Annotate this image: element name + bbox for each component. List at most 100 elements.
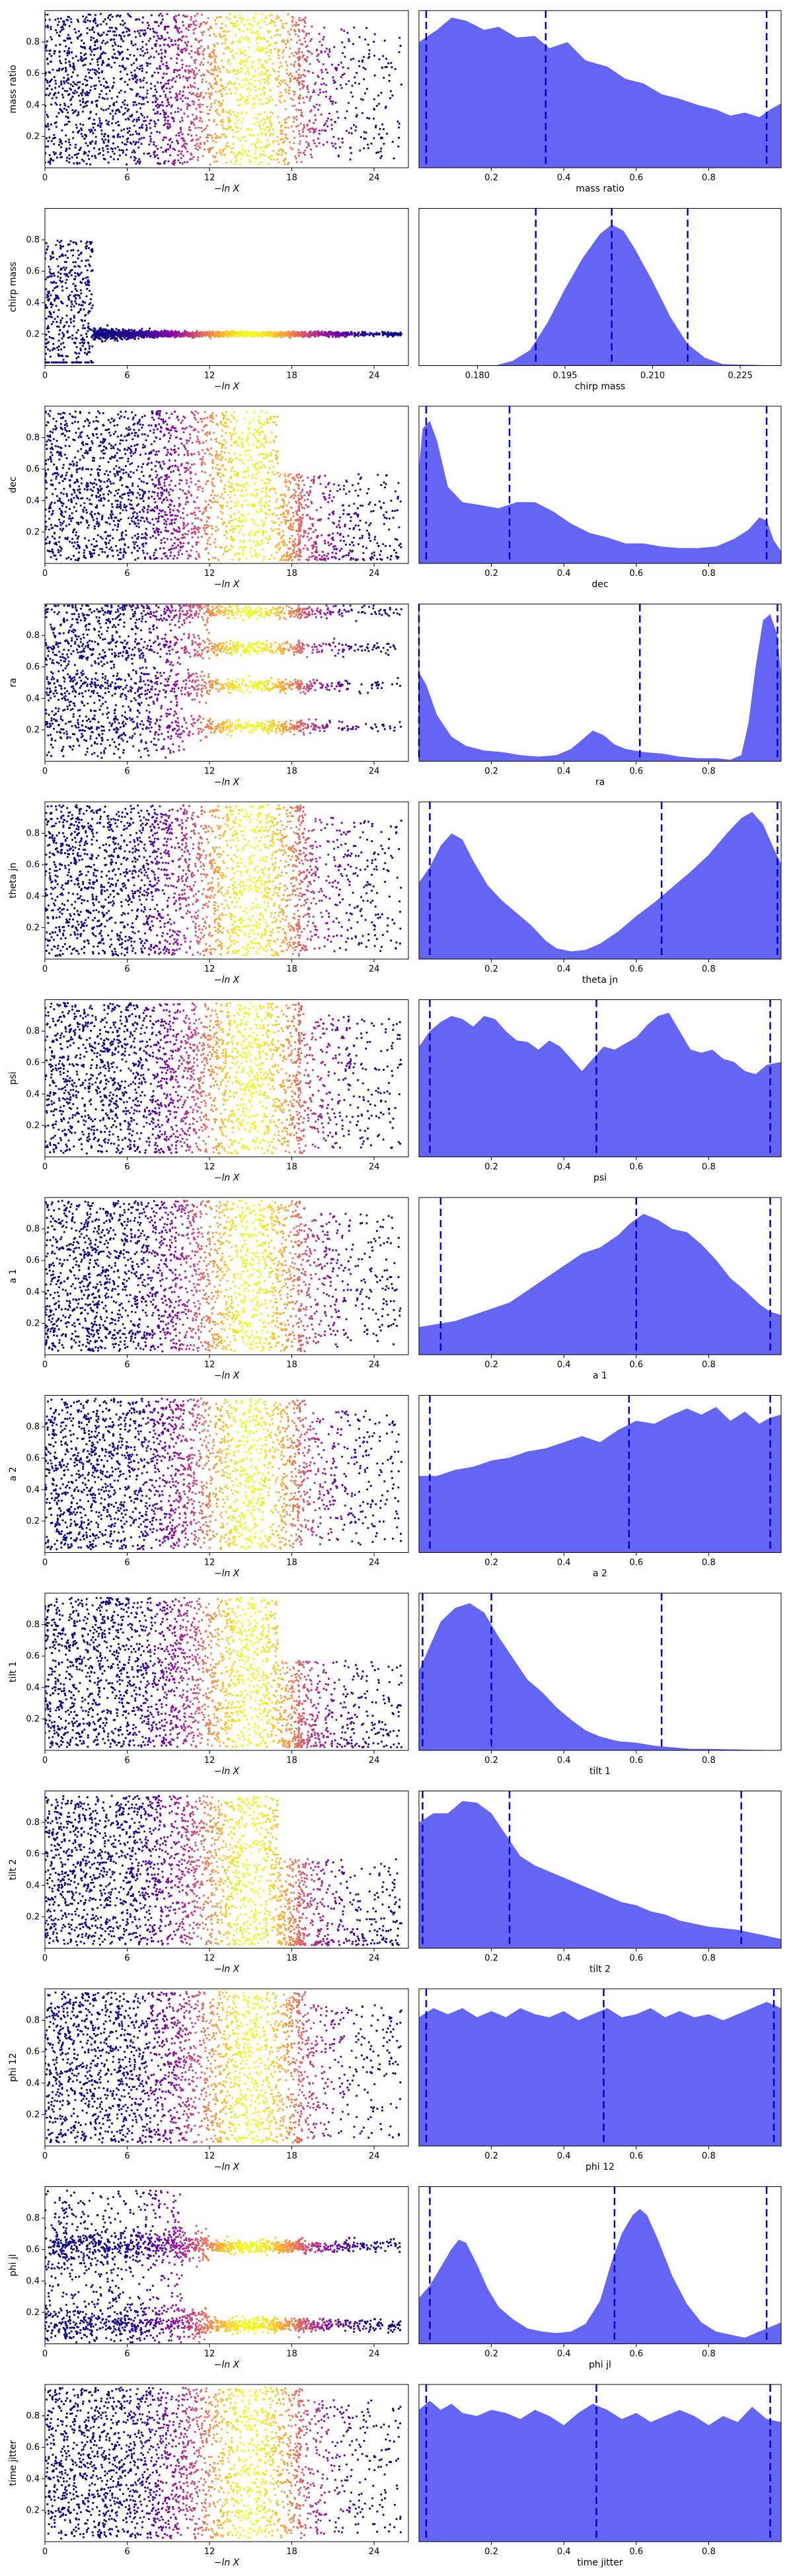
scatter-point [138,32,141,35]
scatter-point [94,19,96,22]
scatter-point [68,154,71,157]
scatter-point [196,95,199,98]
scatter-point [291,75,293,77]
scatter-point [165,65,167,67]
scatter-point [185,77,188,80]
scatter-point [249,78,252,81]
scatter-point [330,100,332,102]
scatter-point [253,75,256,77]
scatter-point [272,128,274,131]
scatter-point [250,83,252,85]
scatter-point [264,81,266,84]
scatter-point [89,62,92,65]
scatter-point [102,31,105,34]
scatter-point [227,120,230,122]
scatter-point [193,118,196,121]
scatter-point [365,26,368,30]
scatter-point [260,153,262,155]
scatter-point [315,103,318,106]
scatter-point [76,18,79,21]
scatter-point [81,89,85,91]
scatter-point [311,52,313,55]
scatter-point [119,23,122,26]
scatter-point [256,117,258,120]
scatter-point [101,138,104,141]
scatter-point [254,102,256,105]
scatter-point [324,122,326,125]
scatter-point [317,137,320,140]
scatter-point [50,123,52,126]
scatter-point [170,44,174,46]
scatter-point [244,60,246,63]
scatter-point [102,154,104,157]
scatter-point [190,86,192,89]
scatter-point [120,106,123,108]
scatter-point [114,26,117,29]
scatter-point [153,56,155,59]
scatter-point [180,150,183,153]
scatter-point [208,133,211,137]
scatter-point [131,74,133,77]
scatter-point [90,128,93,131]
scatter-point [109,335,112,338]
scatter-point [358,83,360,85]
scatter-point [184,15,186,18]
scatter-point [107,141,110,143]
scatter-point [57,355,60,357]
scatter-point [336,110,338,113]
scatter-point [211,51,213,54]
scatter-point [367,57,370,59]
scatter-point [85,242,88,244]
scatter-point [184,142,186,145]
scatter-point [244,99,246,102]
scatter-point [47,295,50,298]
scatter-point [223,88,225,90]
scatter-point [104,18,106,20]
scatter-point [328,98,331,100]
scatter-point [94,157,97,159]
scatter-point [308,145,311,147]
scatter-point [75,55,77,57]
scatter-point [230,21,233,24]
scatter-point [128,127,131,129]
scatter-point [93,20,95,23]
scatter-point [84,18,87,20]
scatter-point [126,110,129,112]
scatter-point [276,139,278,143]
scatter-point [162,104,165,107]
scatter-point [130,156,132,159]
scatter-point [315,119,317,122]
scatter-point [99,55,102,57]
scatter-point [75,143,77,146]
scatter-point [303,126,305,129]
scatter-point [258,79,260,83]
scatter-point [246,153,248,156]
scatter-point [201,78,204,81]
scatter-point [358,65,361,67]
scatter-point [175,61,178,65]
scatter-point [264,59,267,62]
scatter-point [143,52,146,55]
scatter-point [182,48,184,51]
scatter-point [65,287,68,289]
scatter-point [235,131,237,133]
scatter-point [50,306,53,308]
scatter-point [88,150,91,153]
scatter-point [225,161,228,164]
scatter-point [154,45,157,48]
scatter-point [279,91,282,94]
scatter-point [283,100,286,102]
scatter-point [125,153,128,157]
scatter-point [299,88,301,90]
scatter-point [221,133,223,136]
scatter-point [128,331,131,334]
scatter-point [254,89,257,92]
scatter-point [75,242,78,246]
scatter-point [218,16,221,18]
scatter-point [373,74,376,77]
scatter-point [310,95,313,98]
scatter-point [330,63,334,66]
scatter-point [210,102,213,105]
scatter-point [145,71,148,74]
scatter-point [95,105,98,108]
